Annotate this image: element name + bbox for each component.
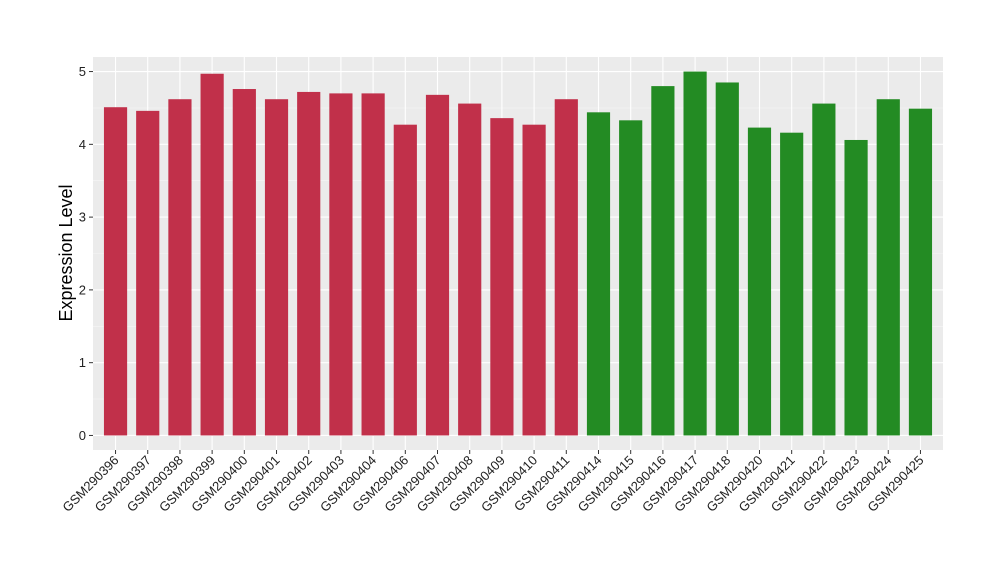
bar-GSM290400: [232, 89, 256, 436]
bar-GSM290401: [264, 99, 289, 436]
bar-GSM290398: [168, 99, 192, 436]
bar-GSM290404: [361, 93, 385, 436]
bar-GSM290424: [876, 99, 900, 436]
y-tick-label: 0: [79, 428, 86, 443]
bar-GSM290417: [683, 71, 707, 436]
bar-GSM290397: [136, 110, 160, 436]
bar-GSM290407: [425, 94, 450, 436]
y-axis: 0 1 2 3 4 5: [79, 64, 93, 443]
bar-GSM290420: [747, 127, 772, 436]
bar-GSM290409: [490, 118, 514, 436]
y-tick-label: 3: [79, 210, 86, 225]
y-axis-title: Expression Level: [56, 184, 76, 321]
bar-GSM290416: [651, 86, 675, 436]
x-axis: GSM290396GSM290397GSM290398GSM290399GSM2…: [59, 450, 927, 515]
bar-GSM290408: [458, 103, 482, 436]
bar-GSM290399: [200, 73, 224, 436]
bar-GSM290422: [812, 103, 836, 436]
bar-GSM290402: [297, 91, 321, 436]
bar-GSM290410: [522, 124, 546, 436]
bar-GSM290396: [103, 107, 128, 436]
y-tick-label: 2: [79, 282, 86, 297]
bar-GSM290421: [780, 132, 804, 436]
bar-GSM290411: [554, 99, 578, 436]
y-tick-label: 1: [79, 355, 86, 370]
bar-GSM290425: [908, 108, 933, 436]
y-tick-label: 5: [79, 64, 86, 79]
y-tick-label: 4: [79, 137, 86, 152]
bar-GSM290406: [393, 124, 417, 436]
bar-GSM290414: [586, 112, 611, 436]
bar-GSM290423: [844, 139, 868, 436]
bar-GSM290403: [329, 93, 353, 436]
bars: [103, 71, 933, 436]
bar-GSM290418: [715, 82, 739, 436]
bar-GSM290415: [619, 120, 643, 436]
